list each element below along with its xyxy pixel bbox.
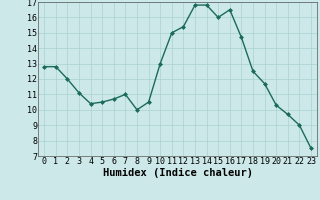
X-axis label: Humidex (Indice chaleur): Humidex (Indice chaleur) <box>103 168 252 178</box>
